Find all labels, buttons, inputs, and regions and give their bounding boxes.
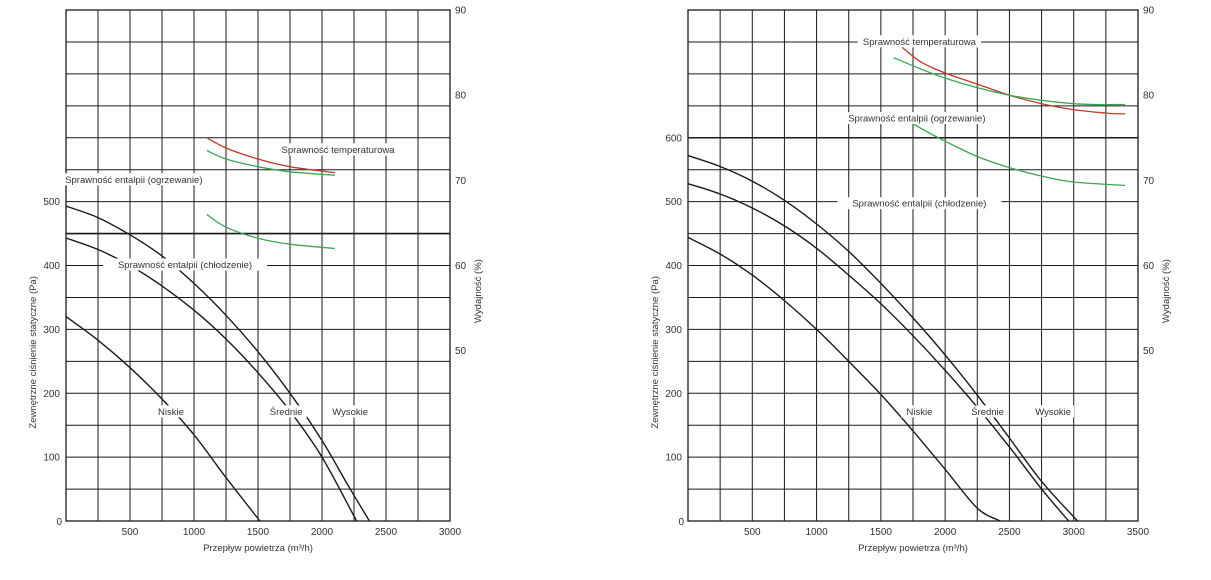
right-x-tick-label: 3500: [1127, 527, 1150, 538]
right-y2-tick-label: 50: [1143, 346, 1155, 357]
left-x-tick-label: 1000: [183, 527, 206, 538]
right-x-tick-label: 1500: [870, 527, 893, 538]
left-plot-frame: [65, 9, 451, 522]
left-label-wysokie: Wysokie: [332, 407, 368, 418]
left-x-tick-label: 3000: [439, 527, 462, 538]
left-y2-tick-label: 80: [455, 91, 467, 102]
left-label-srednie: Średnie: [270, 406, 303, 418]
left-x-tick-label: 500: [122, 527, 139, 538]
left-label-niskie-bg: [152, 405, 190, 418]
right-label-sprawnosc-temperaturowa-bg: [857, 35, 982, 48]
left-curve-wysokie: [65, 205, 370, 522]
right-curve-wysokie: [687, 154, 1079, 522]
right-y-tick-label: 300: [665, 325, 682, 336]
right-label-niskie: Niskie: [906, 407, 932, 418]
right-y2-tick-label: 80: [1143, 91, 1155, 102]
right-label-sprawnosc-entalpii-ogrzewanie: Sprawność entalpii (ogrzewanie): [848, 114, 985, 125]
right-x-tick-label: 2000: [934, 527, 957, 538]
right-y-tick-label: 600: [665, 133, 682, 144]
right-y2-tick-label: 60: [1143, 261, 1155, 272]
right-plot-frame: [687, 9, 1139, 522]
left-curve-niskie: [65, 316, 261, 522]
right-curve-srednie: [687, 183, 1070, 522]
right-y-axis-title: Zewnętrzne ciśnienie statyczne (Pa): [650, 276, 661, 429]
right-x-tick-label: 2500: [998, 527, 1021, 538]
right-y-tick-label: 400: [665, 261, 682, 272]
left-label-sprawnosc-entalpii-chlodzenie-bg: [102, 258, 268, 271]
right-y-tick-label: 500: [665, 197, 682, 208]
right-label-wysokie-bg: [1032, 405, 1074, 418]
left-curve-sprawnosc-entalpii-ogrzewanie: [206, 149, 335, 176]
left-x-tick-label: 2000: [311, 527, 334, 538]
right-y-tick-label: 200: [665, 389, 682, 400]
right-y-tick-label: 100: [665, 453, 682, 464]
right-label-niskie-bg: [901, 405, 938, 418]
left-y2-tick-label: 90: [455, 6, 467, 17]
left-y-tick-label: 400: [43, 261, 60, 272]
left-label-sprawnosc-temperaturowa-bg: [276, 143, 400, 156]
right-x-axis-title: Przepływ powietrza (m³/h): [858, 543, 968, 554]
left-label-sprawnosc-entalpii-chlodzenie: Sprawność entalpii (chłodzenie): [118, 260, 252, 271]
left-y2-axis-title: Wydajność (%): [473, 259, 484, 323]
right-y2-tick-label: 90: [1143, 6, 1155, 17]
right-curve-niskie: [687, 236, 1001, 522]
left-label-sprawnosc-entalpii-ogrzewanie-bg: [51, 173, 216, 186]
left-y-tick-label: 300: [43, 325, 60, 336]
left-y2-tick-label: 60: [455, 261, 467, 272]
right-label-sprawnosc-entalpii-chlodzenie-bg: [837, 197, 1002, 210]
left-y-tick-label: 0: [56, 517, 62, 528]
left-curve-sprawnosc-temperaturowa: [206, 137, 335, 174]
left-curve-srednie: [65, 237, 358, 522]
left-label-wysokie-bg: [329, 405, 372, 418]
right-label-sprawnosc-entalpii-ogrzewanie-bg: [834, 112, 999, 125]
right-curve-sprawnosc-entalpii-ogrzewanie: [893, 57, 1126, 106]
left-curve-sprawnosc-entalpii-chlodzenie: [206, 213, 335, 250]
right-label-wysokie: Wysokie: [1035, 407, 1071, 418]
left-y-axis-title: Zewnętrzne ciśnienie statyczne (Pa): [28, 276, 39, 429]
right-label-sprawnosc-temperaturowa: Sprawność temperaturowa: [863, 37, 977, 48]
left-label-niskie: Niskie: [158, 407, 184, 418]
left-y-tick-label: 500: [43, 197, 60, 208]
left-y-tick-label: 200: [43, 389, 60, 400]
left-x-tick-label: 1500: [247, 527, 270, 538]
right-x-tick-label: 500: [744, 527, 761, 538]
left-y2-tick-label: 50: [455, 346, 467, 357]
right-y2-tick-label: 70: [1143, 176, 1155, 187]
left-y2-tick-label: 70: [455, 176, 467, 187]
right-label-sprawnosc-entalpii-chlodzenie: Sprawność entalpii (chłodzenie): [852, 199, 986, 210]
right-curve-sprawnosc-entalpii-chlodzenie: [893, 111, 1126, 187]
left-y-tick-label: 100: [43, 453, 60, 464]
left-label-sprawnosc-entalpii-ogrzewanie: Sprawność entalpii (ogrzewanie): [65, 175, 202, 186]
left-label-srednie-bg: [265, 405, 308, 418]
right-x-tick-label: 1000: [805, 527, 828, 538]
right-y-tick-label: 0: [678, 517, 684, 528]
left-x-tick-label: 2500: [375, 527, 398, 538]
right-label-srednie-bg: [966, 405, 1009, 418]
left-label-sprawnosc-temperaturowa: Sprawność temperaturowa: [282, 145, 396, 156]
right-y2-axis-title: Wydajność (%): [1161, 259, 1172, 323]
right-label-srednie: Średnie: [971, 406, 1004, 418]
right-x-tick-label: 3000: [1063, 527, 1086, 538]
left-x-axis-title: Przepływ powietrza (m³/h): [203, 543, 313, 554]
